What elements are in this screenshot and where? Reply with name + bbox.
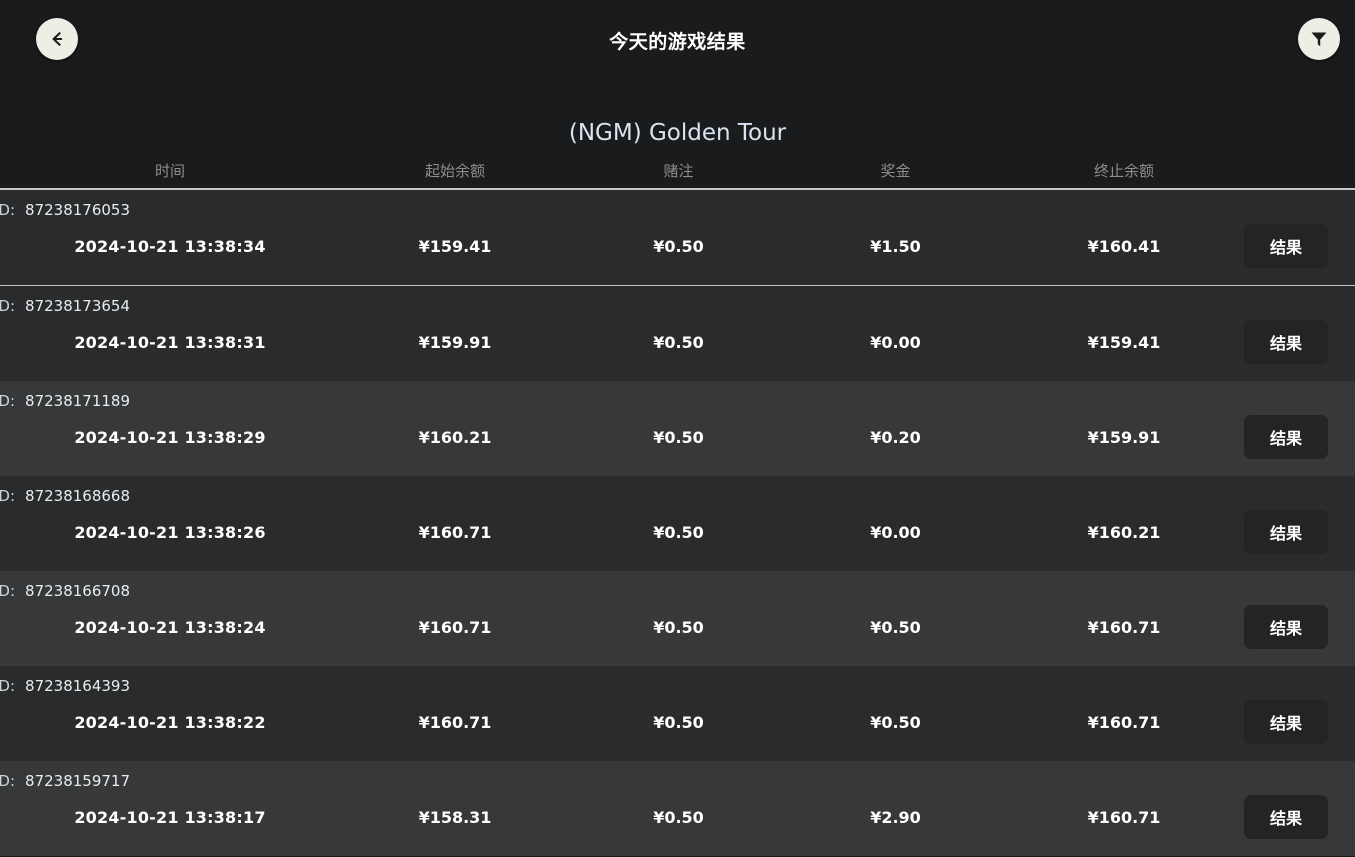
result-button[interactable]: 结果: [1244, 510, 1329, 554]
cell-bet: ¥0.50: [653, 427, 704, 447]
table-row[interactable]: ID: 87238173654 2024-10-21 13:38:31 ¥159.…: [0, 286, 1355, 381]
cell-win: ¥0.50: [870, 712, 921, 732]
column-header-end-balance: 终止余额: [1093, 161, 1154, 180]
cell-end-balance: ¥160.41: [1087, 236, 1161, 256]
row-id-label: ID:: [0, 582, 16, 600]
row-id-label: ID:: [0, 392, 16, 410]
cell-bet: ¥0.50: [653, 617, 704, 637]
page-title: 今天的游戏结果: [609, 30, 746, 53]
results-table: 时间 起始余额 赌注 奖金 终止余额 ID: 87238176053 2024-1…: [0, 152, 1355, 856]
result-button[interactable]: 结果: [1244, 224, 1329, 268]
cell-win: ¥0.20: [870, 427, 921, 447]
result-button[interactable]: 结果: [1244, 605, 1329, 649]
table-header-row: 时间 起始余额 赌注 奖金 终止余额: [0, 152, 1355, 188]
cell-end-balance: ¥160.71: [1087, 617, 1161, 637]
filter-button[interactable]: [1298, 18, 1340, 60]
cell-bet: ¥0.50: [653, 332, 704, 352]
row-id-label: ID:: [0, 487, 16, 505]
cell-end-balance: ¥159.91: [1087, 427, 1161, 447]
cell-start-balance: ¥159.91: [418, 332, 492, 352]
result-button[interactable]: 结果: [1244, 795, 1329, 839]
result-button[interactable]: 结果: [1244, 320, 1329, 364]
cell-time: 2024-10-21 13:38:31: [74, 332, 266, 352]
cell-time: 2024-10-21 13:38:22: [74, 712, 266, 732]
cell-end-balance: ¥160.21: [1087, 522, 1161, 542]
cell-end-balance: ¥160.71: [1087, 807, 1161, 827]
table-row[interactable]: ID: 87238168668 2024-10-21 13:38:26 ¥160.…: [0, 476, 1355, 571]
cell-time: 2024-10-21 13:38:24: [74, 617, 266, 637]
row-id-label: ID:: [0, 677, 16, 695]
cell-start-balance: ¥160.21: [418, 427, 492, 447]
table-row[interactable]: ID: 87238166708 2024-10-21 13:38:24 ¥160.…: [0, 571, 1355, 666]
row-id: ID: 87238176053: [0, 201, 130, 219]
cell-win: ¥0.50: [870, 617, 921, 637]
row-id: ID: 87238159717: [0, 772, 130, 790]
cell-time: 2024-10-21 13:38:34: [74, 236, 266, 256]
table-row[interactable]: ID: 87238159717 2024-10-21 13:38:17 ¥158.…: [0, 761, 1355, 856]
cell-start-balance: ¥160.71: [418, 522, 492, 542]
row-id: ID: 87238164393: [0, 677, 130, 695]
cell-bet: ¥0.50: [653, 712, 704, 732]
cell-win: ¥0.00: [870, 522, 921, 542]
row-id-value: 87238168668: [25, 487, 131, 505]
row-id-label: ID:: [0, 201, 16, 219]
row-id-label: ID:: [0, 772, 16, 790]
cell-start-balance: ¥160.71: [418, 712, 492, 732]
row-divider: [0, 285, 1355, 286]
column-header-bet: 赌注: [663, 161, 694, 180]
table-row[interactable]: ID: 87238171189 2024-10-21 13:38:29 ¥160.…: [0, 381, 1355, 476]
row-id-value: 87238171189: [25, 392, 131, 410]
cell-time: 2024-10-21 13:38:29: [74, 427, 266, 447]
cell-start-balance: ¥159.41: [418, 236, 492, 256]
row-id: ID: 87238171189: [0, 392, 130, 410]
row-id: ID: 87238168668: [0, 487, 130, 505]
cell-bet: ¥0.50: [653, 807, 704, 827]
funnel-filter-icon: [1308, 28, 1330, 50]
column-header-start-balance: 起始余额: [424, 161, 485, 180]
row-id-label: ID:: [0, 297, 16, 315]
header-divider: [0, 188, 1355, 190]
cell-start-balance: ¥160.71: [418, 617, 492, 637]
row-id-value: 87238166708: [25, 582, 131, 600]
result-button[interactable]: 结果: [1244, 700, 1329, 744]
game-title: (NGM) Golden Tour: [568, 120, 787, 146]
top-bar: 今天的游戏结果: [0, 0, 1355, 80]
cell-end-balance: ¥160.71: [1087, 712, 1161, 732]
cell-win: ¥0.00: [870, 332, 921, 352]
back-button[interactable]: [36, 18, 78, 60]
table-row[interactable]: ID: 87238176053 2024-10-21 13:38:34 ¥159.…: [0, 190, 1355, 285]
row-id: ID: 87238173654: [0, 297, 130, 315]
cell-win: ¥1.50: [870, 236, 921, 256]
cell-time: 2024-10-21 13:38:17: [74, 807, 266, 827]
table-row[interactable]: ID: 87238164393 2024-10-21 13:38:22 ¥160.…: [0, 666, 1355, 761]
row-id-value: 87238176053: [25, 201, 131, 219]
cell-bet: ¥0.50: [653, 236, 704, 256]
cell-end-balance: ¥159.41: [1087, 332, 1161, 352]
row-id-value: 87238159717: [25, 772, 131, 790]
cell-bet: ¥0.50: [653, 522, 704, 542]
row-id: ID: 87238166708: [0, 582, 130, 600]
cell-win: ¥2.90: [870, 807, 921, 827]
arrow-left-icon: [47, 29, 67, 49]
result-button[interactable]: 结果: [1244, 415, 1329, 459]
column-header-win: 奖金: [880, 161, 911, 180]
column-header-time: 时间: [154, 161, 185, 180]
row-id-value: 87238173654: [25, 297, 131, 315]
row-id-value: 87238164393: [25, 677, 131, 695]
cell-time: 2024-10-21 13:38:26: [74, 522, 266, 542]
cell-start-balance: ¥158.31: [418, 807, 492, 827]
